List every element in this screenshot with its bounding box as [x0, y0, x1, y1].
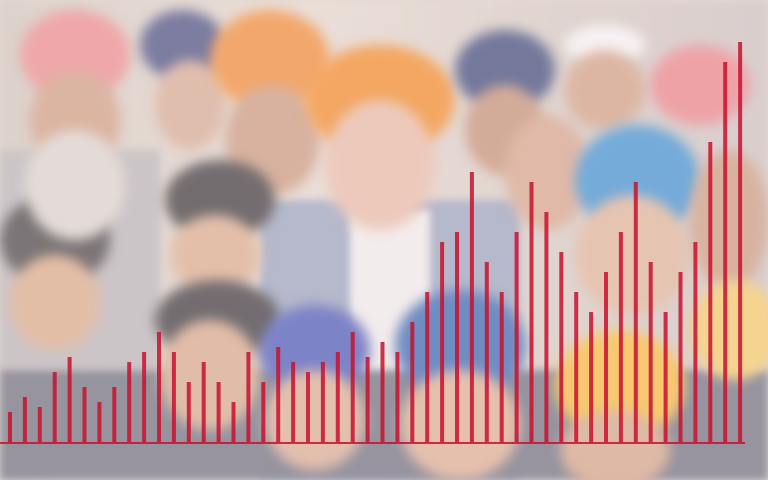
overlay-bar [97, 402, 102, 442]
face [575, 195, 690, 315]
overlay-bar [320, 362, 325, 442]
overlay-bar [67, 357, 72, 442]
overlay-bar [604, 272, 608, 442]
overlay-bar [559, 252, 564, 442]
overlay-bar [142, 352, 147, 442]
overlay-bar [306, 372, 310, 442]
overlay-bar [648, 262, 653, 442]
overlay-bar [37, 407, 42, 442]
face [265, 370, 365, 470]
overlay-bar [350, 332, 355, 442]
overlay-bar [425, 292, 430, 442]
overlay-bar [708, 142, 713, 442]
overlay-bar [52, 372, 57, 442]
face [690, 150, 768, 290]
overlay-bar [499, 292, 504, 442]
overlay-bar [335, 352, 340, 442]
overlay-bar [514, 232, 519, 442]
overlay-bar [455, 232, 459, 442]
overlay-bar [22, 397, 27, 442]
overlay-bar [365, 357, 370, 442]
overlay-bar [8, 412, 12, 442]
face [10, 255, 100, 350]
overlay-bar [529, 182, 534, 442]
overlay-bar [678, 272, 683, 442]
overlay-bar [693, 242, 698, 442]
overlay-bar [723, 62, 728, 442]
overlay-bar [469, 172, 474, 442]
overlay-bar [216, 382, 221, 442]
overlay-bar [395, 352, 400, 442]
overlay-bar [574, 292, 579, 442]
overlay-bar [618, 232, 623, 442]
overlay-bar [261, 382, 266, 442]
overlay-bar [589, 312, 594, 442]
overlay-bar [276, 347, 281, 442]
overlay-bar [544, 212, 549, 442]
overlay-bar [291, 362, 296, 442]
overlay-bar [201, 362, 206, 442]
overlay-bar [484, 262, 489, 442]
overlay-bar [186, 382, 191, 442]
overlay-bar [633, 182, 638, 442]
scarf-yellow [690, 280, 768, 380]
beard [25, 130, 125, 240]
overlay-bar [410, 322, 415, 442]
overlay-bar [246, 352, 251, 442]
overlay-bar [112, 387, 117, 442]
overlay-bar [82, 387, 87, 442]
overlay-bar [171, 352, 176, 442]
overlay-bar [157, 332, 161, 442]
overlay-bar [380, 342, 385, 442]
overlay-bar [231, 402, 236, 442]
overlay-bar [127, 362, 132, 442]
bar-baseline [0, 442, 745, 444]
overlay-bar [440, 242, 445, 442]
turban-pink-right [650, 45, 750, 125]
face [565, 50, 645, 130]
face [160, 320, 260, 430]
overlay-bar [738, 42, 743, 442]
face-center [325, 100, 435, 230]
overlay-bar [663, 312, 668, 442]
